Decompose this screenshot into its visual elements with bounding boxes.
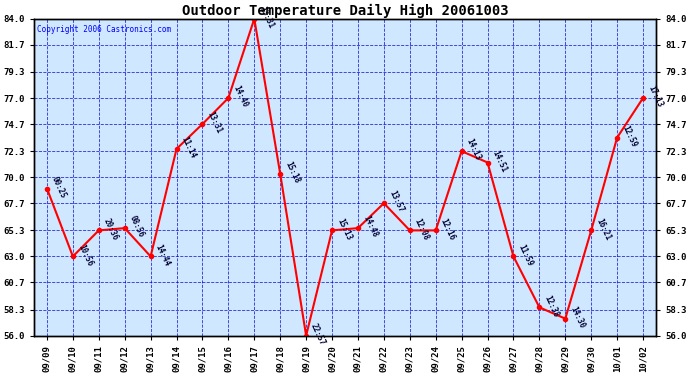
Text: 15:13: 15:13 — [335, 217, 353, 242]
Text: 12:38: 12:38 — [542, 294, 560, 318]
Text: 13:31: 13:31 — [257, 5, 275, 30]
Text: 00:25: 00:25 — [50, 175, 68, 200]
Text: 14:13: 14:13 — [465, 138, 483, 162]
Text: 13:57: 13:57 — [387, 189, 405, 214]
Text: 14:44: 14:44 — [154, 243, 172, 267]
Text: Copyright 2006 Castronics.com: Copyright 2006 Castronics.com — [37, 25, 171, 34]
Text: 15:18: 15:18 — [284, 160, 302, 185]
Text: 12:59: 12:59 — [620, 124, 638, 148]
Text: 22:57: 22:57 — [309, 322, 327, 346]
Text: 14:40: 14:40 — [231, 84, 249, 109]
Text: 13:31: 13:31 — [206, 110, 224, 135]
Text: 11:59: 11:59 — [517, 243, 535, 267]
Text: 12:16: 12:16 — [439, 217, 457, 242]
Text: 08:56: 08:56 — [128, 214, 146, 239]
Text: 20:36: 20:36 — [102, 217, 120, 242]
Text: 14:30: 14:30 — [569, 305, 586, 330]
Text: 10:56: 10:56 — [76, 243, 94, 267]
Title: Outdoor Temperature Daily High 20061003: Outdoor Temperature Daily High 20061003 — [181, 3, 509, 18]
Text: 17:13: 17:13 — [646, 84, 664, 109]
Text: 14:51: 14:51 — [491, 149, 509, 174]
Text: 12:08: 12:08 — [413, 217, 431, 242]
Text: 11:14: 11:14 — [179, 135, 197, 160]
Text: 16:21: 16:21 — [594, 217, 612, 242]
Text: 14:48: 14:48 — [361, 214, 379, 239]
